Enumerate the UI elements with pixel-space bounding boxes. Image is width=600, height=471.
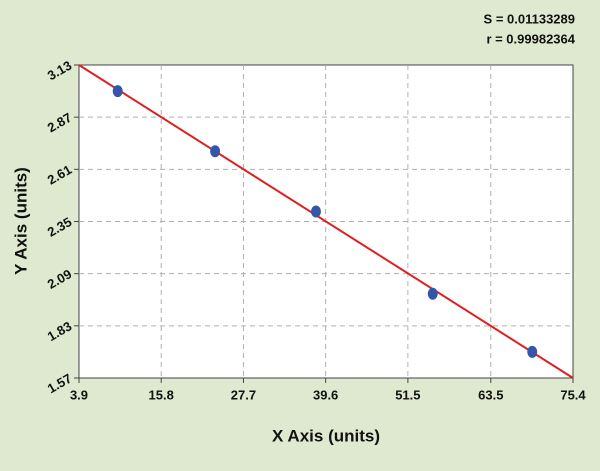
x-tick-label: 15.8 [149, 387, 174, 402]
data-point [112, 85, 123, 98]
x-tick-label: 39.6 [313, 387, 338, 402]
y-tick-label: 2.35 [45, 214, 74, 240]
fit-line [78, 64, 574, 379]
x-tick-label: 27.7 [231, 387, 256, 402]
y-tick-label: 3.13 [45, 58, 74, 84]
y-tick-label: 2.09 [45, 266, 74, 292]
y-tick-label: 2.87 [45, 110, 74, 136]
x-tick-label: 75.4 [560, 387, 586, 402]
y-tick-label: 1.83 [45, 318, 74, 344]
x-axis-label: X Axis (units) [272, 426, 380, 445]
y-tick-label: 2.61 [45, 162, 74, 188]
data-point [427, 287, 438, 300]
x-tick-label: 63.5 [478, 387, 503, 402]
data-point [527, 345, 538, 358]
data-point [310, 205, 321, 218]
data-point [210, 145, 221, 158]
annotation: S = 0.01133289 [484, 11, 575, 26]
y-axis-label: Y Axis (units) [11, 167, 30, 275]
x-tick-label: 51.5 [395, 387, 420, 402]
x-tick-label: 3.9 [70, 387, 88, 402]
annotation: r = 0.99982364 [486, 31, 575, 46]
